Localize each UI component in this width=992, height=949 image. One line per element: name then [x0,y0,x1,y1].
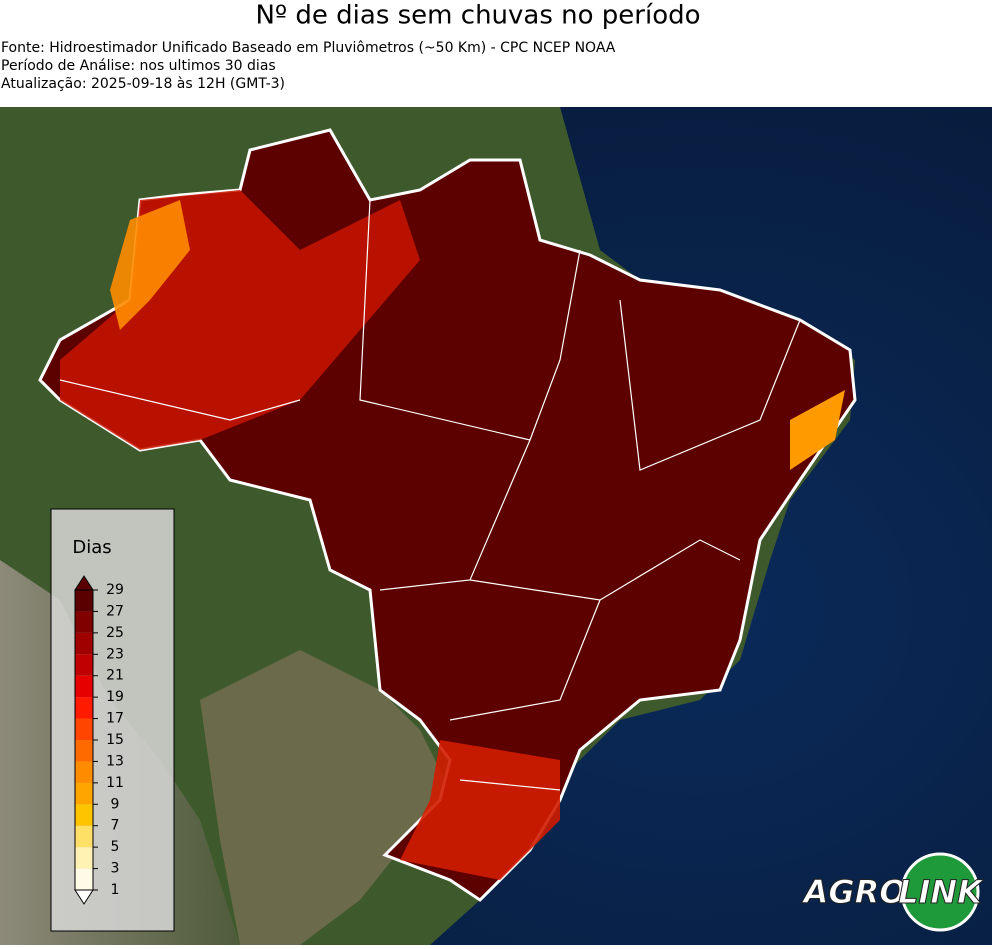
colorbar-bin [75,740,93,762]
legend-box [50,508,175,932]
chaco [200,650,450,945]
colorbar-tick-label: 9 [111,796,120,812]
update-line: Atualização: 2025-09-18 às 12H (GMT-3) [1,76,285,92]
colorbar-tick-label: 17 [106,711,124,727]
logo-left: AGRO [801,873,907,911]
period-line: Período de Análise: nos ultimos 30 dias [1,58,276,74]
state-borders [59,199,801,791]
colorbar-bin [75,825,93,848]
colorbar-tick-label: 25 [106,625,124,641]
colorbar-tick-label: 5 [111,839,120,855]
colorbar-tick-label: 21 [106,668,124,684]
colorbar-tick-label: 11 [106,775,124,791]
colorbar-bin [75,697,93,719]
colorbar-tick-label: 27 [106,603,124,619]
colorbar-bin [75,847,93,869]
low-zone [110,200,190,330]
colorbar-bin [75,654,93,676]
logo: AGRO LINK [800,852,985,932]
colorbar-tick-label: 3 [111,861,120,877]
title: Nº de dias sem chuvas no período [255,1,700,31]
colorbar-tick-label: 29 [106,582,124,598]
colorbar-tick-label: 7 [111,818,120,834]
colorbar-bin [75,632,93,655]
colorbar-bin [75,868,93,890]
colorbar-tick-label: 1 [111,882,120,898]
south-zone [400,740,560,880]
colorbar-bin [75,718,93,740]
logo-right: LINK [898,873,984,911]
colorbar-bin [75,804,93,826]
colorbar-bin [75,611,93,633]
colorbar-tick-label: 15 [106,732,124,748]
colorbar-bin [75,590,93,612]
colorbar-tick-label: 13 [106,753,124,769]
colorbar-bin [75,782,93,805]
colorbar-tick-label: 19 [106,689,124,705]
source-line: Fonte: Hidroestimador Unificado Baseado … [1,40,616,56]
colorbar-bin [75,761,93,783]
coast-zone [790,390,845,470]
legend-title: Dias [72,537,111,558]
colorbar-tick-label: 23 [106,646,124,662]
colorbar-bin [75,675,93,698]
logo-circle [900,852,980,932]
